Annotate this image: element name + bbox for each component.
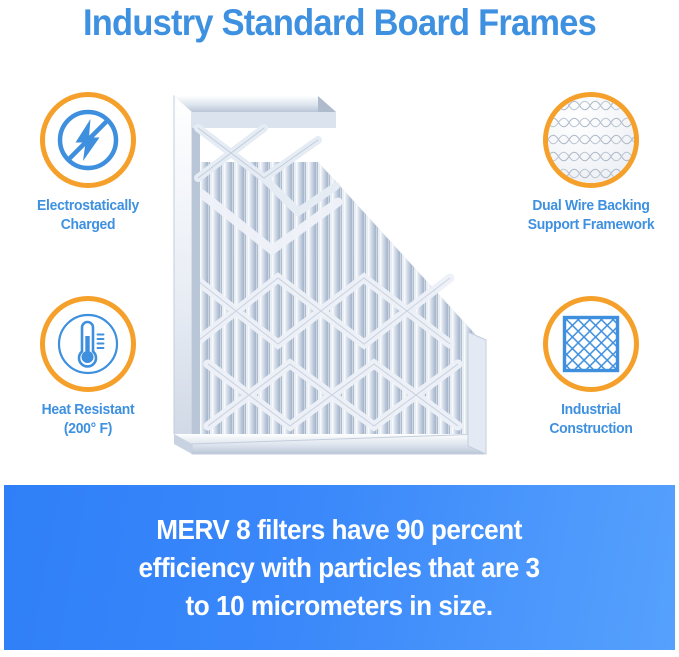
pleated-air-filter-image (168, 82, 498, 472)
badge-ring-industrial (543, 296, 639, 392)
feature-label-line2: Support Framework (527, 217, 655, 233)
feature-label-line1: Dual Wire Backing (532, 198, 650, 214)
feature-industrial-construction: Industrial Construction (511, 296, 671, 439)
lightning-bolt-no-static-icon (45, 97, 131, 183)
banner-line-3: to 10 micrometers in size. (185, 589, 494, 621)
feature-label-heat: Heat Resistant (200° F) (11, 401, 165, 439)
feature-electrostatically-charged: Electrostatically Charged (8, 92, 168, 235)
banner-text: MERV 8 filters have 90 percent efficienc… (99, 511, 580, 625)
feature-label-line2: Construction (549, 421, 633, 437)
feature-label-line2: (200° F) (63, 421, 113, 437)
thermometer-icon (45, 301, 131, 387)
feature-label-line1: Industrial (561, 402, 621, 418)
feature-dual-wire-backing: Dual Wire Backing Support Framework (511, 92, 671, 235)
page-title: Industry Standard Board Frames (82, 2, 597, 43)
badge-ring-heat (40, 296, 136, 392)
banner-line-1: MERV 8 filters have 90 percent (156, 513, 523, 545)
feature-heat-resistant: Heat Resistant (200° F) (8, 296, 168, 439)
crosshatch-grid-icon (548, 301, 634, 387)
banner-line-2: efficiency with particles that are 3 (138, 551, 541, 583)
feature-label-wire: Dual Wire Backing Support Framework (514, 197, 668, 235)
badge-ring-wire (543, 92, 639, 188)
wire-mesh-photo-icon (548, 97, 634, 183)
feature-label-electrostatic: Electrostatically Charged (11, 197, 165, 235)
feature-label-industrial: Industrial Construction (514, 401, 668, 439)
feature-label-line2: Charged (60, 217, 116, 233)
merv8-efficiency-banner: MERV 8 filters have 90 percent efficienc… (4, 485, 675, 650)
feature-label-line1: Electrostatically (37, 198, 139, 214)
feature-label-line1: Heat Resistant (41, 402, 135, 418)
badge-ring-electrostatic (40, 92, 136, 188)
